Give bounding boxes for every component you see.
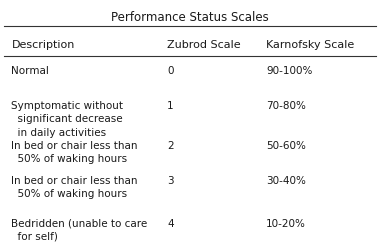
Text: Description: Description [11, 40, 75, 50]
Text: Symptomatic without
  significant decrease
  in daily activities: Symptomatic without significant decrease… [11, 101, 124, 138]
Text: Zubrod Scale: Zubrod Scale [167, 40, 241, 50]
Text: 3: 3 [167, 176, 174, 186]
Text: 1: 1 [167, 101, 174, 111]
Text: Normal: Normal [11, 66, 49, 76]
Text: Karnofsky Scale: Karnofsky Scale [266, 40, 354, 50]
Text: 90-100%: 90-100% [266, 66, 312, 76]
Text: 10-20%: 10-20% [266, 219, 306, 229]
Text: 70-80%: 70-80% [266, 101, 306, 111]
Text: 2: 2 [167, 141, 174, 151]
Text: Bedridden (unable to care
  for self): Bedridden (unable to care for self) [11, 219, 148, 242]
Text: 30-40%: 30-40% [266, 176, 306, 186]
Text: 0: 0 [167, 66, 174, 76]
Text: In bed or chair less than
  50% of waking hours: In bed or chair less than 50% of waking … [11, 141, 138, 165]
Text: 4: 4 [167, 219, 174, 229]
Text: Performance Status Scales: Performance Status Scales [111, 11, 269, 24]
Text: 50-60%: 50-60% [266, 141, 306, 151]
Text: In bed or chair less than
  50% of waking hours: In bed or chair less than 50% of waking … [11, 176, 138, 200]
